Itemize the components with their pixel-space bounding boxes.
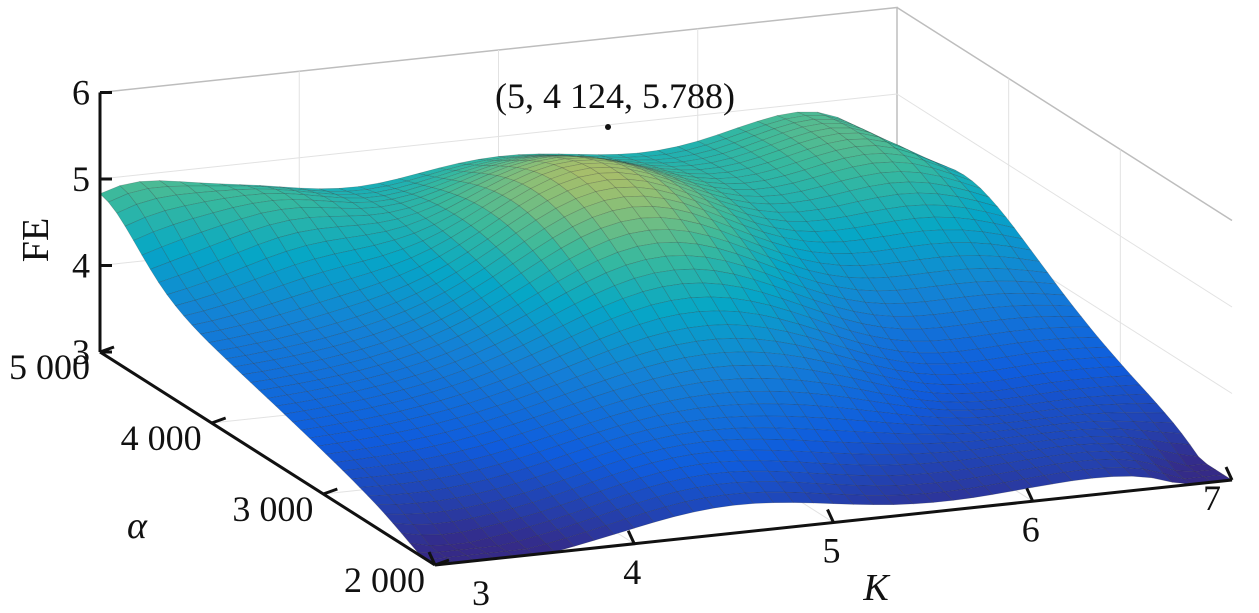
surface-cell: [1010, 246, 1041, 262]
surface-cell: [1144, 412, 1175, 424]
surface-cell: [1002, 234, 1032, 251]
x-tick-label: 7: [1203, 478, 1221, 518]
y-axis-label: α: [127, 505, 148, 547]
x-tick-mark: [1025, 487, 1035, 502]
y-tick-label: 3 000: [232, 489, 313, 529]
surface-cell: [959, 181, 991, 198]
y-tick-mark: [434, 558, 450, 567]
z-axis-label: FE: [15, 218, 57, 262]
y-tick-label: 5 000: [9, 347, 90, 387]
max-point-annotation: (5, 4 124, 5.788): [495, 76, 735, 116]
grid-line-right-horizontal: [896, 93, 1233, 308]
max-point-marker: [605, 124, 611, 130]
y-tick-mark: [211, 416, 227, 425]
z-tick-label: 4: [72, 246, 90, 286]
x-tick-label: 3: [472, 573, 490, 613]
y-axis-line: [99, 350, 436, 567]
x-tick-mark: [427, 551, 437, 566]
z-tick-label: 3: [72, 332, 90, 372]
x-tick-label: 5: [823, 531, 841, 571]
y-tick-label: 2 000: [344, 560, 425, 600]
surface-cell: [1110, 375, 1141, 387]
surface-cell: [1069, 326, 1099, 339]
fe-surface: [99, 111, 1233, 566]
surface-cell: [1027, 270, 1057, 285]
z-tick-label: 6: [72, 73, 90, 113]
x-tick-label: 4: [623, 552, 641, 592]
y-tick-label: 4 000: [121, 418, 202, 458]
x-tick-mark: [826, 508, 835, 524]
grid-line-back-horizontal: [99, 93, 898, 180]
right-wall-top-edge: [896, 6, 1233, 222]
x-tick-mark: [1224, 466, 1234, 481]
x-axis-label: K: [862, 567, 890, 609]
surface-cell: [1161, 431, 1191, 446]
x-tick-mark: [626, 530, 636, 545]
surface-cell: [1043, 293, 1074, 307]
surface-cell: [927, 158, 956, 171]
y-tick-mark: [322, 487, 338, 496]
z-tick-label: 5: [72, 159, 90, 199]
x-tick-label: 6: [1022, 509, 1040, 549]
surface-cell: [1194, 469, 1225, 478]
surface-cell: [1052, 304, 1082, 317]
surface-cell: [1018, 258, 1049, 274]
